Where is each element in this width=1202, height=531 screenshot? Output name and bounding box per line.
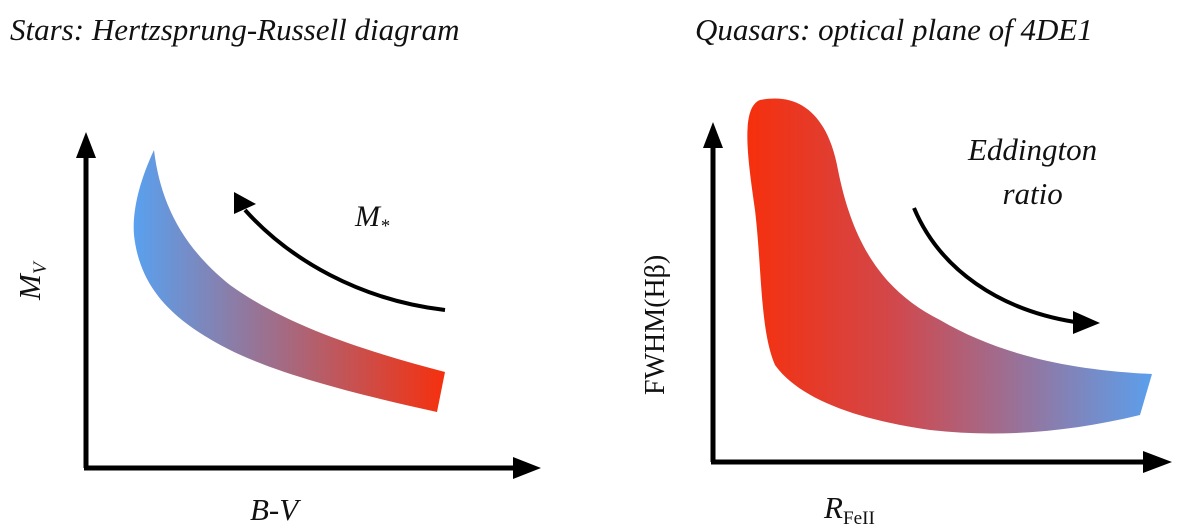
quasar-plane-title: Quasars: optical plane of 4DE1: [695, 12, 1093, 47]
quasar-plane-plot: [703, 98, 1172, 473]
main-sequence-band: [133, 150, 446, 412]
hr-y-axis-arrowhead: [76, 132, 96, 158]
hr-y-axis-label: MV: [12, 262, 51, 300]
eddington-label-line-2: ratio: [1002, 176, 1063, 211]
hr-x-axis-label: B-V: [250, 492, 299, 527]
quasar-x-axis-arrowhead: [1143, 451, 1172, 473]
eddington-arrow-label: Eddington ratio: [968, 128, 1097, 216]
hr-diagram-title: Stars: Hertzsprung-Russell diagram: [10, 12, 460, 47]
quasar-y-axis-arrowhead: [703, 122, 723, 148]
quasar-x-axis-label: RFeII: [824, 490, 875, 529]
mass-arrow-label: M*: [355, 200, 390, 237]
mass-arrow: [243, 208, 446, 312]
eddington-label-line-1: Eddington: [968, 132, 1098, 167]
quasar-y-axis-label: FWHM(Hβ): [640, 254, 671, 395]
quasar-population-region: [747, 98, 1152, 434]
eddington-arrowhead: [1073, 311, 1100, 334]
mass-arrowhead: [234, 192, 256, 214]
quasar-plane-panel: Quasars: optical plane of 4DE1 FWHM(Hβ) …: [600, 0, 1202, 531]
hr-diagram-plot: [76, 132, 541, 479]
eddington-arrow: [912, 207, 1076, 324]
hr-diagram-panel: Stars: Hertzsprung-Russell diagram MV B-…: [0, 0, 600, 531]
hr-x-axis-arrowhead: [513, 457, 541, 479]
